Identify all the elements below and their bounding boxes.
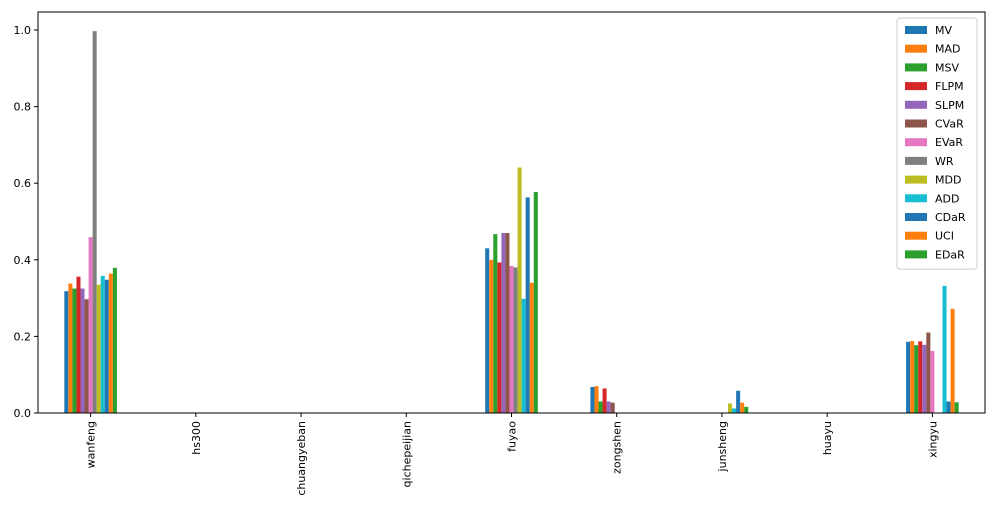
legend-swatch (905, 63, 927, 72)
bar (942, 285, 947, 413)
legend-swatch (905, 156, 927, 165)
legend-swatch (905, 194, 927, 203)
bar (76, 276, 81, 413)
legend-label: UCI (935, 230, 954, 243)
bar (914, 345, 919, 413)
bar (736, 390, 741, 413)
bar (926, 332, 931, 413)
bar (744, 406, 749, 413)
bar (505, 232, 510, 413)
bar (521, 298, 526, 413)
legend-swatch (905, 44, 927, 53)
x-tick-label: fuyao (506, 421, 519, 452)
legend-label: EDaR (935, 248, 965, 261)
bar (910, 340, 915, 413)
bar (485, 248, 490, 413)
bar (80, 288, 85, 413)
x-tick-label: wanfeng (85, 421, 98, 468)
legend-label: MSV (935, 61, 959, 74)
x-tick-label: xingyu (926, 421, 939, 458)
y-tick-label: 1.0 (14, 24, 32, 37)
bar (72, 288, 77, 413)
legend-label: MAD (935, 43, 961, 56)
legend-swatch (905, 26, 927, 34)
bar (950, 308, 955, 413)
legend-label: EVaR (935, 136, 963, 149)
y-tick-label: 0.8 (14, 101, 32, 114)
legend-swatch (905, 231, 927, 240)
legend-label: CVaR (935, 118, 964, 131)
bar (525, 197, 530, 413)
bar (740, 402, 745, 413)
bar (501, 232, 506, 413)
x-tick-label: zongshen (611, 421, 624, 474)
bar (922, 344, 927, 413)
bar (517, 167, 522, 413)
plot-frame (37, 11, 986, 414)
bar (602, 388, 607, 413)
legend-swatch (905, 119, 927, 128)
bar (954, 402, 959, 413)
legend-swatch (905, 82, 927, 91)
bar (493, 234, 498, 413)
bar (606, 401, 611, 413)
x-tick-label: chuangyeban (295, 421, 308, 496)
bar (598, 401, 603, 413)
bar (930, 350, 935, 413)
y-tick-label: 0.2 (14, 330, 32, 343)
bar (489, 259, 494, 413)
legend-swatch (905, 138, 927, 147)
x-tick-label: qichepeijian (400, 421, 413, 487)
legend-label: MDD (935, 174, 961, 187)
bar (732, 408, 737, 413)
legend-label: CDaR (935, 211, 966, 224)
y-tick-label: 0.0 (14, 407, 32, 420)
bar (64, 291, 69, 413)
bar (509, 265, 514, 413)
bar (906, 341, 911, 413)
bar (946, 401, 951, 413)
legend-swatch (905, 175, 927, 184)
bar (68, 283, 73, 413)
bar (533, 192, 538, 413)
legend-swatch (905, 213, 927, 221)
legend-label: SLPM (935, 99, 964, 112)
x-tick-label: hs300 (190, 421, 203, 455)
bar (497, 262, 502, 413)
bar (513, 267, 518, 413)
legend-swatch (905, 100, 927, 109)
bar (108, 273, 113, 413)
legend-label: ADD (935, 192, 959, 205)
legend-box (896, 17, 978, 270)
x-tick-label: junsheng (716, 421, 729, 472)
legend-label: MV (935, 24, 952, 37)
bar (610, 402, 615, 413)
y-tick-label: 0.4 (14, 254, 32, 267)
bar (728, 403, 733, 413)
bar (84, 299, 89, 413)
bar (92, 31, 97, 413)
legend-label: WR (935, 155, 954, 168)
legend-label: FLPM (935, 80, 964, 93)
bar (594, 386, 599, 413)
y-tick-label: 0.6 (14, 177, 32, 190)
legend-swatch (905, 250, 927, 259)
bar (590, 386, 595, 413)
bar (918, 341, 923, 413)
bar (100, 275, 105, 413)
bar (112, 267, 117, 413)
bar (104, 279, 109, 413)
bar (96, 284, 101, 413)
x-tick-label: huayu (821, 421, 834, 455)
bar (88, 237, 93, 413)
bar (529, 282, 534, 413)
